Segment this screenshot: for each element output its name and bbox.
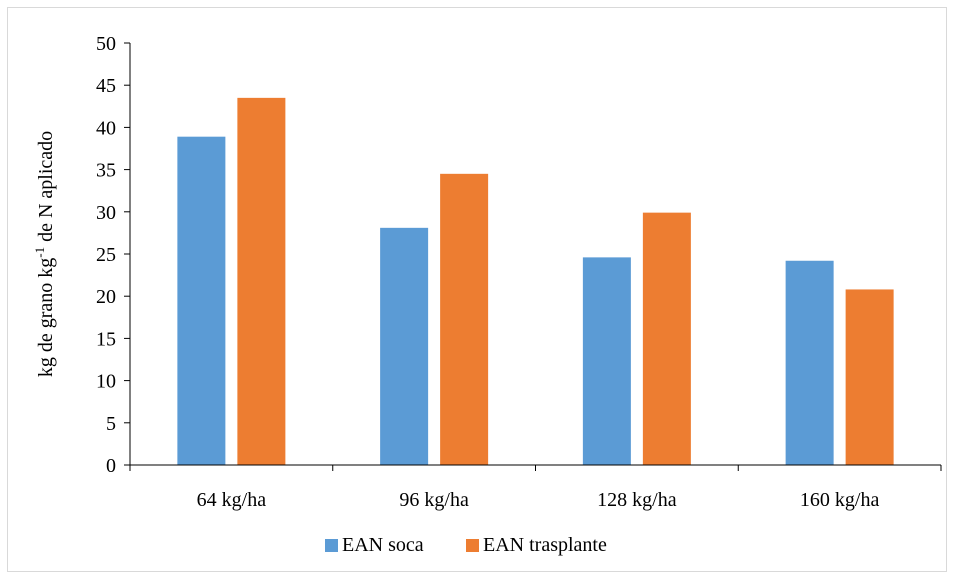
legend-label: EAN trasplante (483, 534, 607, 556)
y-axis-title-rest: de N aplicado (35, 131, 57, 247)
y-axis-ticks: 0 5 10 15 20 25 30 35 40 45 50 (96, 33, 130, 477)
x-tick-label: 96 kg/ha (399, 489, 469, 511)
y-tick-label: 25 (96, 244, 116, 266)
legend-label: EAN soca (342, 534, 424, 556)
y-axis-title-superscript: -1 (32, 247, 47, 258)
y-tick-label: 0 (106, 455, 116, 477)
legend: EAN soca EAN trasplante (325, 534, 607, 556)
bars (177, 97, 894, 466)
y-tick-label: 35 (96, 160, 116, 182)
bar-soca (177, 136, 226, 465)
legend-swatch (466, 539, 479, 552)
y-axis-title: kg de grano kg-1 de N aplicado (32, 131, 57, 377)
y-tick-label: 50 (96, 33, 116, 55)
x-tick-label: 64 kg/ha (197, 489, 267, 511)
y-tick-label: 30 (96, 202, 116, 224)
x-axis-labels: 64 kg/ha 96 kg/ha 128 kg/ha 160 kg/ha (197, 489, 880, 511)
y-tick-label: 15 (96, 328, 116, 350)
y-tick-label: 40 (96, 117, 116, 139)
bar-soca (380, 227, 429, 465)
bar-trasplante (237, 97, 286, 466)
y-tick-label: 10 (96, 371, 116, 393)
y-tick-label: 45 (96, 75, 116, 97)
y-tick-label: 5 (106, 413, 116, 435)
bar-soca (785, 260, 834, 465)
bar-trasplante (845, 289, 894, 465)
y-tick-label: 20 (96, 286, 116, 308)
bar-trasplante (440, 173, 489, 465)
axes (129, 43, 942, 471)
x-tick-label: 128 kg/ha (597, 489, 677, 511)
bar-soca (582, 257, 631, 465)
x-tick-label: 160 kg/ha (800, 489, 880, 511)
legend-swatch (325, 539, 338, 552)
y-axis-title-main: kg de grano kg (35, 258, 57, 377)
bar-trasplante (642, 212, 691, 465)
